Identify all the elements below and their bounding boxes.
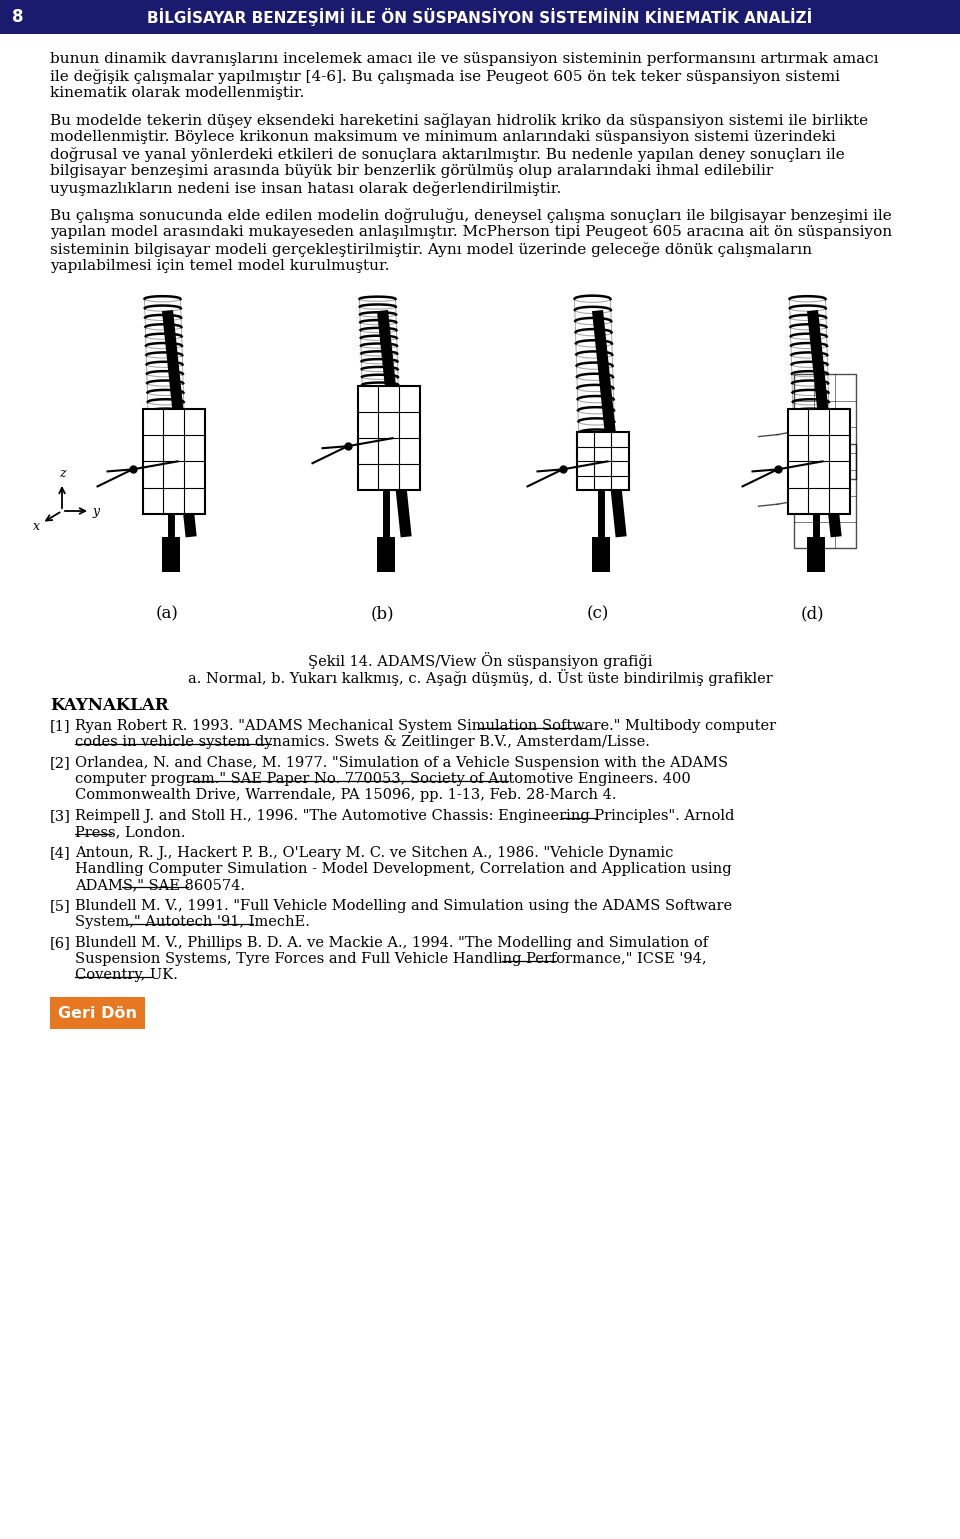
Text: [6]: [6]: [50, 936, 71, 950]
Bar: [806, 537, 825, 573]
Text: ile değişik çalışmalar yapılmıştır [4-6]. Bu çalışmada ise Peugeot 605 ön tek te: ile değişik çalışmalar yapılmıştır [4-6]…: [50, 69, 840, 85]
Bar: [358, 386, 420, 491]
Text: [2]: [2]: [50, 756, 71, 770]
Text: (b): (b): [371, 605, 395, 622]
Text: Antoun, R. J., Hackert P. B., O'Leary M. C. ve Sitchen A., 1986. "Vehicle Dynami: Antoun, R. J., Hackert P. B., O'Leary M.…: [75, 846, 673, 860]
Text: System," Autotech '91, ImechE.: System," Autotech '91, ImechE.: [75, 916, 310, 930]
Text: (c): (c): [587, 605, 609, 622]
Text: [1]: [1]: [50, 719, 71, 733]
Text: codes in vehicle system dynamics. Swets & Zeitlinger B.V., Amsterdam/Lisse.: codes in vehicle system dynamics. Swets …: [75, 736, 650, 749]
Text: Orlandea, N. and Chase, M. 1977. "Simulation of a Vehicle Suspension with the AD: Orlandea, N. and Chase, M. 1977. "Simula…: [75, 756, 728, 770]
Bar: [0, 0, 960, 34]
Text: (d): (d): [801, 605, 825, 622]
Text: y: y: [92, 505, 99, 517]
Text: a. Normal, b. Yukarı kalkmış, c. Aşağı düşmüş, d. Üst üste bindirilmiş grafikler: a. Normal, b. Yukarı kalkmış, c. Aşağı d…: [187, 669, 773, 686]
Text: yapılan model arasındaki mukayeseden anlaşılmıştır. McPherson tipi Peugeot 605 a: yapılan model arasındaki mukayeseden anl…: [50, 225, 892, 239]
Text: z: z: [59, 466, 65, 480]
Text: [3]: [3]: [50, 810, 71, 823]
Text: uyuşmazlıkların nedeni ise insan hatası olarak değerlendirilmiştir.: uyuşmazlıkların nedeni ise insan hatası …: [50, 182, 562, 195]
Text: sisteminin bilgisayar modeli gerçekleştirilmiştir. Aynı model üzerinde geleceğe : sisteminin bilgisayar modeli gerçekleşti…: [50, 242, 812, 257]
Text: doğrusal ve yanal yönlerdeki etkileri de sonuçlara aktarılmıştır. Bu nedenle yap: doğrusal ve yanal yönlerdeki etkileri de…: [50, 148, 845, 162]
Text: ADAMS," SAE 860574.: ADAMS," SAE 860574.: [75, 879, 245, 893]
Text: computer program." SAE Paper No. 770053, Society of Automotive Engineers. 400: computer program." SAE Paper No. 770053,…: [75, 773, 691, 786]
Text: (a): (a): [156, 605, 179, 622]
Text: modellenmiştir. Böylece krikonun maksimum ve minimum anlarındaki süspansiyon sis: modellenmiştir. Böylece krikonun maksimu…: [50, 129, 836, 145]
Text: kinematik olarak modellenmiştir.: kinematik olarak modellenmiştir.: [50, 86, 304, 100]
Text: Geri Dön: Geri Dön: [58, 1005, 137, 1020]
Bar: [50, 997, 145, 1030]
Text: Şekil 14. ADAMS/View Ön süspansiyon grafiği: Şekil 14. ADAMS/View Ön süspansiyon graf…: [308, 653, 652, 669]
Text: yapılabilmesi için temel model kurulmuştur.: yapılabilmesi için temel model kurulmuşt…: [50, 259, 390, 272]
Text: Coventry, UK.: Coventry, UK.: [75, 968, 178, 982]
Text: Reimpell J. and Stoll H., 1996. "The Automotive Chassis: Engineering Principles": Reimpell J. and Stoll H., 1996. "The Aut…: [75, 810, 734, 823]
Text: Blundell M. V., 1991. "Full Vehicle Modelling and Simulation using the ADAMS Sof: Blundell M. V., 1991. "Full Vehicle Mode…: [75, 899, 732, 913]
Bar: [788, 409, 850, 514]
Text: bilgisayar benzeşimi arasında büyük bir benzerlik görülmüş olup aralarındaki ihm: bilgisayar benzeşimi arasında büyük bir …: [50, 165, 773, 179]
Text: bunun dinamik davranışlarını incelemek amacı ile ve süspansiyon sisteminin perfo: bunun dinamik davranışlarını incelemek a…: [50, 52, 878, 66]
Text: Ryan Robert R. 1993. "ADAMS Mechanical System Simulation Software." Multibody co: Ryan Robert R. 1993. "ADAMS Mechanical S…: [75, 719, 776, 733]
Bar: [143, 409, 204, 514]
Text: x: x: [33, 520, 40, 532]
Text: Suspension Systems, Tyre Forces and Full Vehicle Handling Performance," ICSE '94: Suspension Systems, Tyre Forces and Full…: [75, 953, 707, 966]
Text: [4]: [4]: [50, 846, 71, 860]
Bar: [577, 432, 629, 491]
Bar: [794, 374, 855, 479]
Bar: [161, 537, 180, 573]
Text: Bu çalışma sonucunda elde edilen modelin doğruluğu, deneysel çalışma sonuçları i: Bu çalışma sonucunda elde edilen modelin…: [50, 208, 892, 223]
Text: Commonwealth Drive, Warrendale, PA 15096, pp. 1-13, Feb. 28-March 4.: Commonwealth Drive, Warrendale, PA 15096…: [75, 788, 616, 802]
Bar: [591, 537, 610, 573]
Text: BİLGİSAYAR BENZEŞİMİ İLE ÖN SÜSPANSİYON SİSTEMİNİN KİNEMATİK ANALİZİ: BİLGİSAYAR BENZEŞİMİ İLE ÖN SÜSPANSİYON …: [148, 8, 812, 26]
Text: Press, London.: Press, London.: [75, 825, 185, 839]
Bar: [376, 537, 395, 573]
Text: Handling Computer Simulation - Model Development, Correlation and Application us: Handling Computer Simulation - Model Dev…: [75, 862, 732, 876]
Text: 8: 8: [12, 8, 23, 26]
Bar: [794, 443, 855, 548]
Text: Bu modelde tekerin düşey eksendeki hareketini sağlayan hidrolik kriko da süspans: Bu modelde tekerin düşey eksendeki harek…: [50, 112, 868, 128]
Text: [5]: [5]: [50, 899, 71, 913]
Text: KAYNAKLAR: KAYNAKLAR: [50, 697, 169, 714]
Text: Blundell M. V., Phillips B. D. A. ve Mackie A., 1994. "The Modelling and Simulat: Blundell M. V., Phillips B. D. A. ve Mac…: [75, 936, 708, 950]
